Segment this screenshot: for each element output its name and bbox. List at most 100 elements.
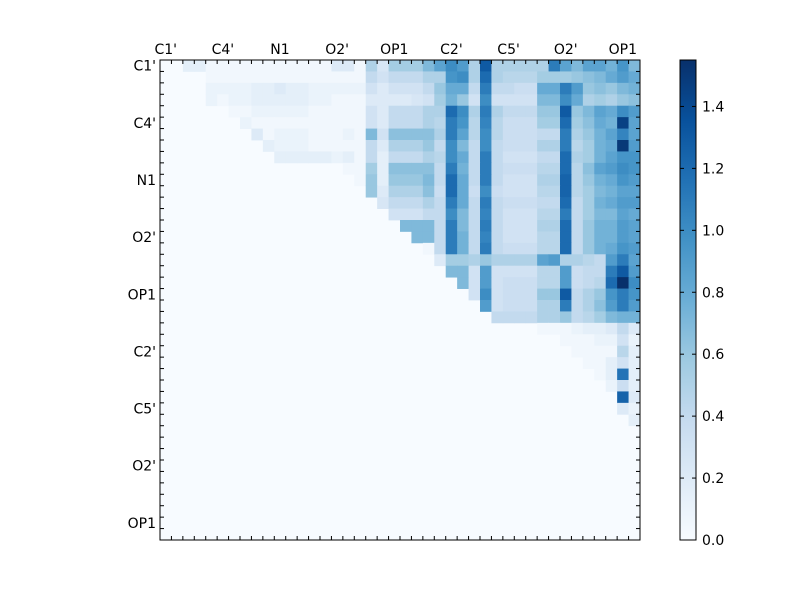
heatmap-cell: [320, 128, 332, 141]
heatmap-cell: [628, 105, 641, 118]
heatmap-cell: [365, 94, 378, 107]
heatmap-cell: [514, 82, 527, 95]
heatmap-cell: [560, 265, 572, 278]
heatmap-cell: [537, 162, 549, 175]
heatmap-cell: [434, 60, 447, 72]
heatmap-cell: [582, 197, 595, 209]
heatmap-cell: [388, 208, 401, 221]
heatmap-cell: [365, 140, 378, 152]
heatmap-cell: [594, 174, 607, 187]
heatmap-cell: [514, 231, 527, 244]
heatmap-cell: [365, 185, 378, 198]
x-tick-label: C5': [497, 42, 520, 58]
heatmap-cell: [617, 242, 629, 255]
heatmap-cell: [617, 300, 629, 312]
heatmap-cell: [400, 82, 412, 95]
heatmap-cell: [548, 220, 561, 232]
heatmap-cell: [377, 174, 389, 187]
heatmap-cell: [628, 82, 641, 95]
heatmap-cell: [274, 105, 287, 118]
heatmap-cell: [605, 82, 618, 95]
heatmap-cell: [400, 151, 412, 164]
heatmap-cell: [468, 105, 481, 118]
heatmap-cell: [285, 128, 298, 141]
heatmap-cell: [537, 82, 549, 95]
heatmap-cell: [502, 220, 515, 232]
heatmap-cell: [502, 288, 515, 301]
heatmap-cell: [182, 60, 195, 72]
heatmap-cell: [480, 208, 492, 221]
heatmap-cell: [205, 82, 218, 95]
heatmap-cell: [422, 162, 435, 175]
heatmap-cell: [468, 60, 481, 72]
heatmap-cell: [560, 162, 572, 175]
heatmap-cell: [560, 311, 572, 324]
heatmap-cell: [502, 162, 515, 175]
heatmap-cell: [571, 60, 584, 72]
heatmap-cell: [422, 185, 435, 198]
heatmap-cell: [262, 94, 275, 107]
heatmap-cell: [537, 311, 549, 324]
heatmap-cell: [445, 94, 458, 107]
heatmap-cell: [434, 105, 447, 118]
heatmap-cell: [628, 231, 641, 244]
heatmap-cell: [560, 300, 572, 312]
heatmap-cell: [354, 128, 367, 141]
heatmap-cell: [502, 117, 515, 129]
heatmap-cell: [537, 265, 549, 278]
heatmap-cell: [548, 82, 561, 95]
heatmap-cell: [377, 128, 389, 141]
heatmap-cell: [594, 265, 607, 278]
heatmap-cell: [400, 94, 412, 107]
heatmap-cell: [491, 151, 504, 164]
heatmap-cell: [605, 220, 618, 232]
heatmap-cell: [480, 277, 492, 289]
heatmap-cell: [434, 220, 447, 232]
heatmap-cell: [354, 71, 367, 84]
heatmap-cell: [445, 197, 458, 209]
heatmap-cell: [285, 151, 298, 164]
heatmap-cell: [434, 128, 447, 141]
heatmap-cell: [434, 94, 447, 107]
heatmap-cell: [617, 162, 629, 175]
heatmap-cell: [514, 197, 527, 209]
heatmap-cell: [377, 105, 389, 118]
heatmap-cell: [411, 185, 424, 198]
heatmap-cell: [525, 197, 538, 209]
heatmap-cell: [525, 311, 538, 324]
heatmap-cell: [491, 288, 504, 301]
heatmap-cell: [594, 231, 607, 244]
heatmap-cell: [308, 151, 321, 164]
heatmap-cell: [594, 140, 607, 152]
heatmap-cell: [560, 277, 572, 289]
heatmap-cell: [582, 208, 595, 221]
heatmap-cell: [491, 300, 504, 312]
heatmap-cell: [480, 105, 492, 118]
heatmap-cell: [502, 82, 515, 95]
heatmap-cell: [537, 220, 549, 232]
heatmap-cell: [571, 231, 584, 244]
heatmap-cell: [411, 140, 424, 152]
heatmap-cell: [571, 322, 584, 335]
heatmap-cell: [571, 151, 584, 164]
heatmap-cell: [240, 71, 252, 84]
colorbar: [679, 59, 697, 541]
y-tick-label: C5': [133, 402, 156, 418]
heatmap-cell: [297, 117, 309, 129]
heatmap-cell: [388, 162, 401, 175]
heatmap-cell: [480, 174, 492, 187]
heatmap-cell: [457, 60, 469, 72]
heatmap-cell: [502, 185, 515, 198]
heatmap-cell: [582, 60, 595, 72]
heatmap-cell: [400, 162, 412, 175]
heatmap-cell: [525, 128, 538, 141]
heatmap-cell: [525, 254, 538, 267]
heatmap-cell: [411, 162, 424, 175]
heatmap-cell: [377, 82, 389, 95]
heatmap-cell: [560, 117, 572, 129]
heatmap-cell: [480, 220, 492, 232]
heatmap-cell: [514, 174, 527, 187]
heatmap-cell: [525, 162, 538, 175]
heatmap-cell: [594, 277, 607, 289]
heatmap-cell: [342, 151, 355, 164]
